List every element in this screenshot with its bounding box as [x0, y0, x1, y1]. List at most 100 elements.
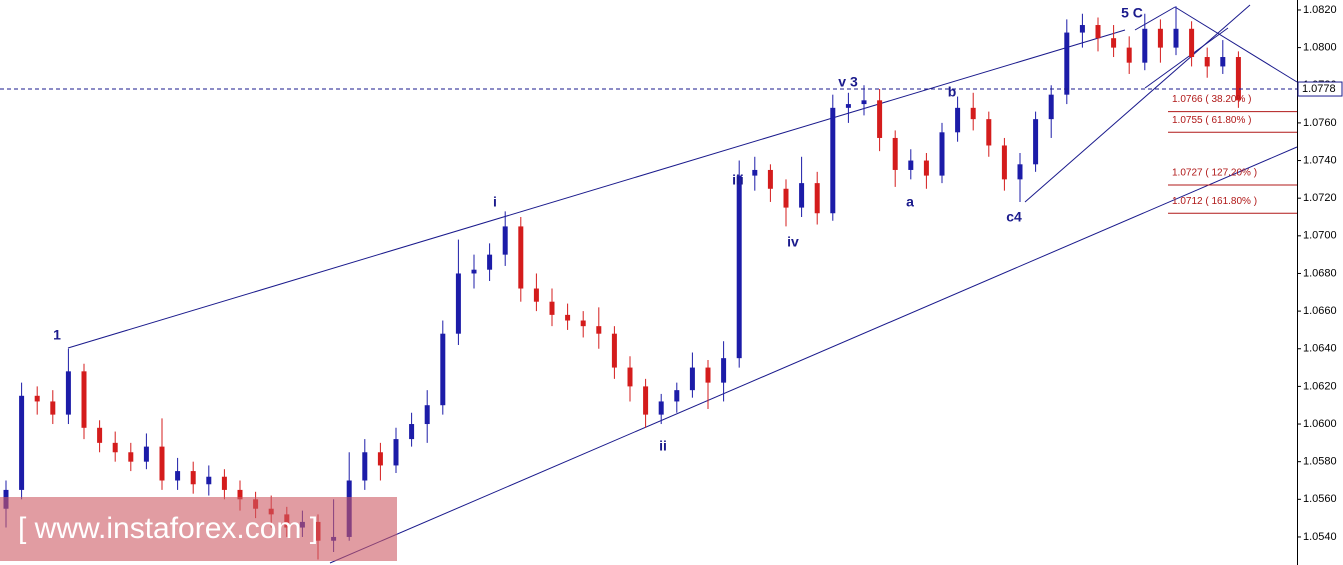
wave-label: i — [493, 194, 497, 210]
candle-body — [502, 226, 508, 255]
candle-body — [877, 100, 883, 138]
candle-body — [81, 371, 87, 428]
candle-body — [533, 288, 539, 302]
inner-line — [1144, 27, 1229, 89]
y-tick-label: 1.0540 — [1303, 531, 1337, 543]
candle-body — [830, 107, 836, 214]
wave-label: iii — [732, 172, 744, 188]
fib-label: 1.0766 ( 38.20% ) — [1172, 94, 1252, 105]
candle-body — [1157, 28, 1163, 48]
candle-body — [190, 471, 196, 485]
candle-body — [1126, 47, 1132, 63]
watermark: [ www.instaforex.com ] — [18, 512, 318, 545]
candle-body — [799, 183, 805, 208]
candle-body — [455, 273, 461, 334]
last-price-label: 1.0778 — [1302, 83, 1336, 95]
candle-body — [65, 371, 71, 415]
candle-body — [986, 119, 992, 146]
candle-body — [221, 476, 227, 490]
candle-body — [50, 401, 56, 415]
candle-body — [783, 188, 789, 208]
y-tick-label: 1.0660 — [1303, 305, 1337, 317]
candle-body — [955, 107, 961, 133]
candle-body — [237, 489, 243, 500]
y-tick-label: 1.0800 — [1303, 42, 1337, 54]
candle-body — [97, 427, 103, 443]
wave-label: iv — [787, 234, 799, 250]
candle-body — [487, 254, 493, 270]
candle-body — [1048, 94, 1054, 120]
candle-body — [1189, 28, 1195, 58]
top-line — [1134, 6, 1176, 31]
candle-body — [128, 452, 134, 462]
candle-body — [1095, 25, 1101, 39]
candle-body — [34, 395, 40, 402]
fib-label: 1.0712 ( 161.80% ) — [1172, 196, 1257, 207]
candle-body — [1235, 57, 1241, 101]
trend-lines — [67, 4, 1298, 564]
candle-body — [1220, 57, 1226, 67]
candle-body — [845, 104, 851, 108]
candle-body — [814, 183, 820, 214]
candle-body — [892, 137, 898, 170]
candle-body — [440, 333, 446, 406]
candle-body — [689, 367, 695, 391]
candle-body — [674, 390, 680, 402]
y-tick-label: 1.0620 — [1303, 380, 1337, 392]
wave-label: 5 C — [1121, 5, 1143, 21]
y-tick-label: 1.0700 — [1303, 230, 1337, 242]
last-price-box — [1297, 81, 1343, 97]
candle-body — [393, 439, 399, 466]
candle-body — [1033, 119, 1039, 165]
candle-body — [736, 175, 742, 359]
candle-body — [752, 169, 758, 176]
fib-label: 1.0755 ( 61.80% ) — [1172, 115, 1252, 126]
y-tick-label: 1.0720 — [1303, 192, 1337, 204]
candle-body — [424, 405, 430, 425]
candle-body — [705, 367, 711, 383]
candle-body — [596, 326, 602, 334]
candle-body — [923, 160, 929, 176]
candle-body — [721, 358, 727, 383]
candle-body — [658, 401, 664, 415]
candle-body — [611, 333, 617, 368]
candle-body — [580, 320, 586, 327]
y-tick-label: 1.0560 — [1303, 493, 1337, 505]
candle-body — [861, 100, 867, 105]
y-tick-label: 1.0820 — [1303, 4, 1337, 16]
channel-upper — [67, 29, 1126, 349]
wave-label: 1 — [53, 327, 61, 343]
candle-body — [1064, 32, 1070, 95]
wedge-line — [1024, 4, 1251, 203]
candle-body — [19, 395, 25, 490]
y-tick-label: 1.0680 — [1303, 267, 1337, 279]
candle-body — [970, 107, 976, 120]
plot: 1.0540 1.0560 1.0580 1.0600 1.0620 1.0640 1.06… — [0, 4, 1343, 560]
y-tick-label: 1.0580 — [1303, 456, 1337, 468]
wave-label: v 3 — [838, 74, 858, 90]
candle-body — [1173, 28, 1179, 48]
candle-body — [767, 169, 773, 189]
candle-body — [565, 314, 571, 321]
candle-body — [112, 442, 118, 453]
y-tick-label: 1.0600 — [1303, 418, 1337, 430]
candle-body — [471, 269, 477, 274]
down-line — [1174, 6, 1298, 83]
candle-body — [159, 446, 165, 481]
candle-body — [206, 476, 212, 485]
wave-label: b — [948, 84, 957, 100]
candle-body — [377, 452, 383, 466]
candle-body — [1204, 57, 1210, 67]
candle-body — [627, 367, 633, 387]
candle-body — [908, 160, 914, 170]
candle-body — [549, 301, 555, 315]
candle-body — [1079, 25, 1085, 33]
y-tick-label: 1.0740 — [1303, 154, 1337, 166]
wave-label: c4 — [1006, 209, 1022, 225]
candle-body — [143, 446, 149, 462]
watermark-box — [0, 497, 397, 561]
candle-body — [1001, 145, 1007, 180]
candle-body — [362, 452, 368, 481]
candle-body — [518, 226, 524, 289]
